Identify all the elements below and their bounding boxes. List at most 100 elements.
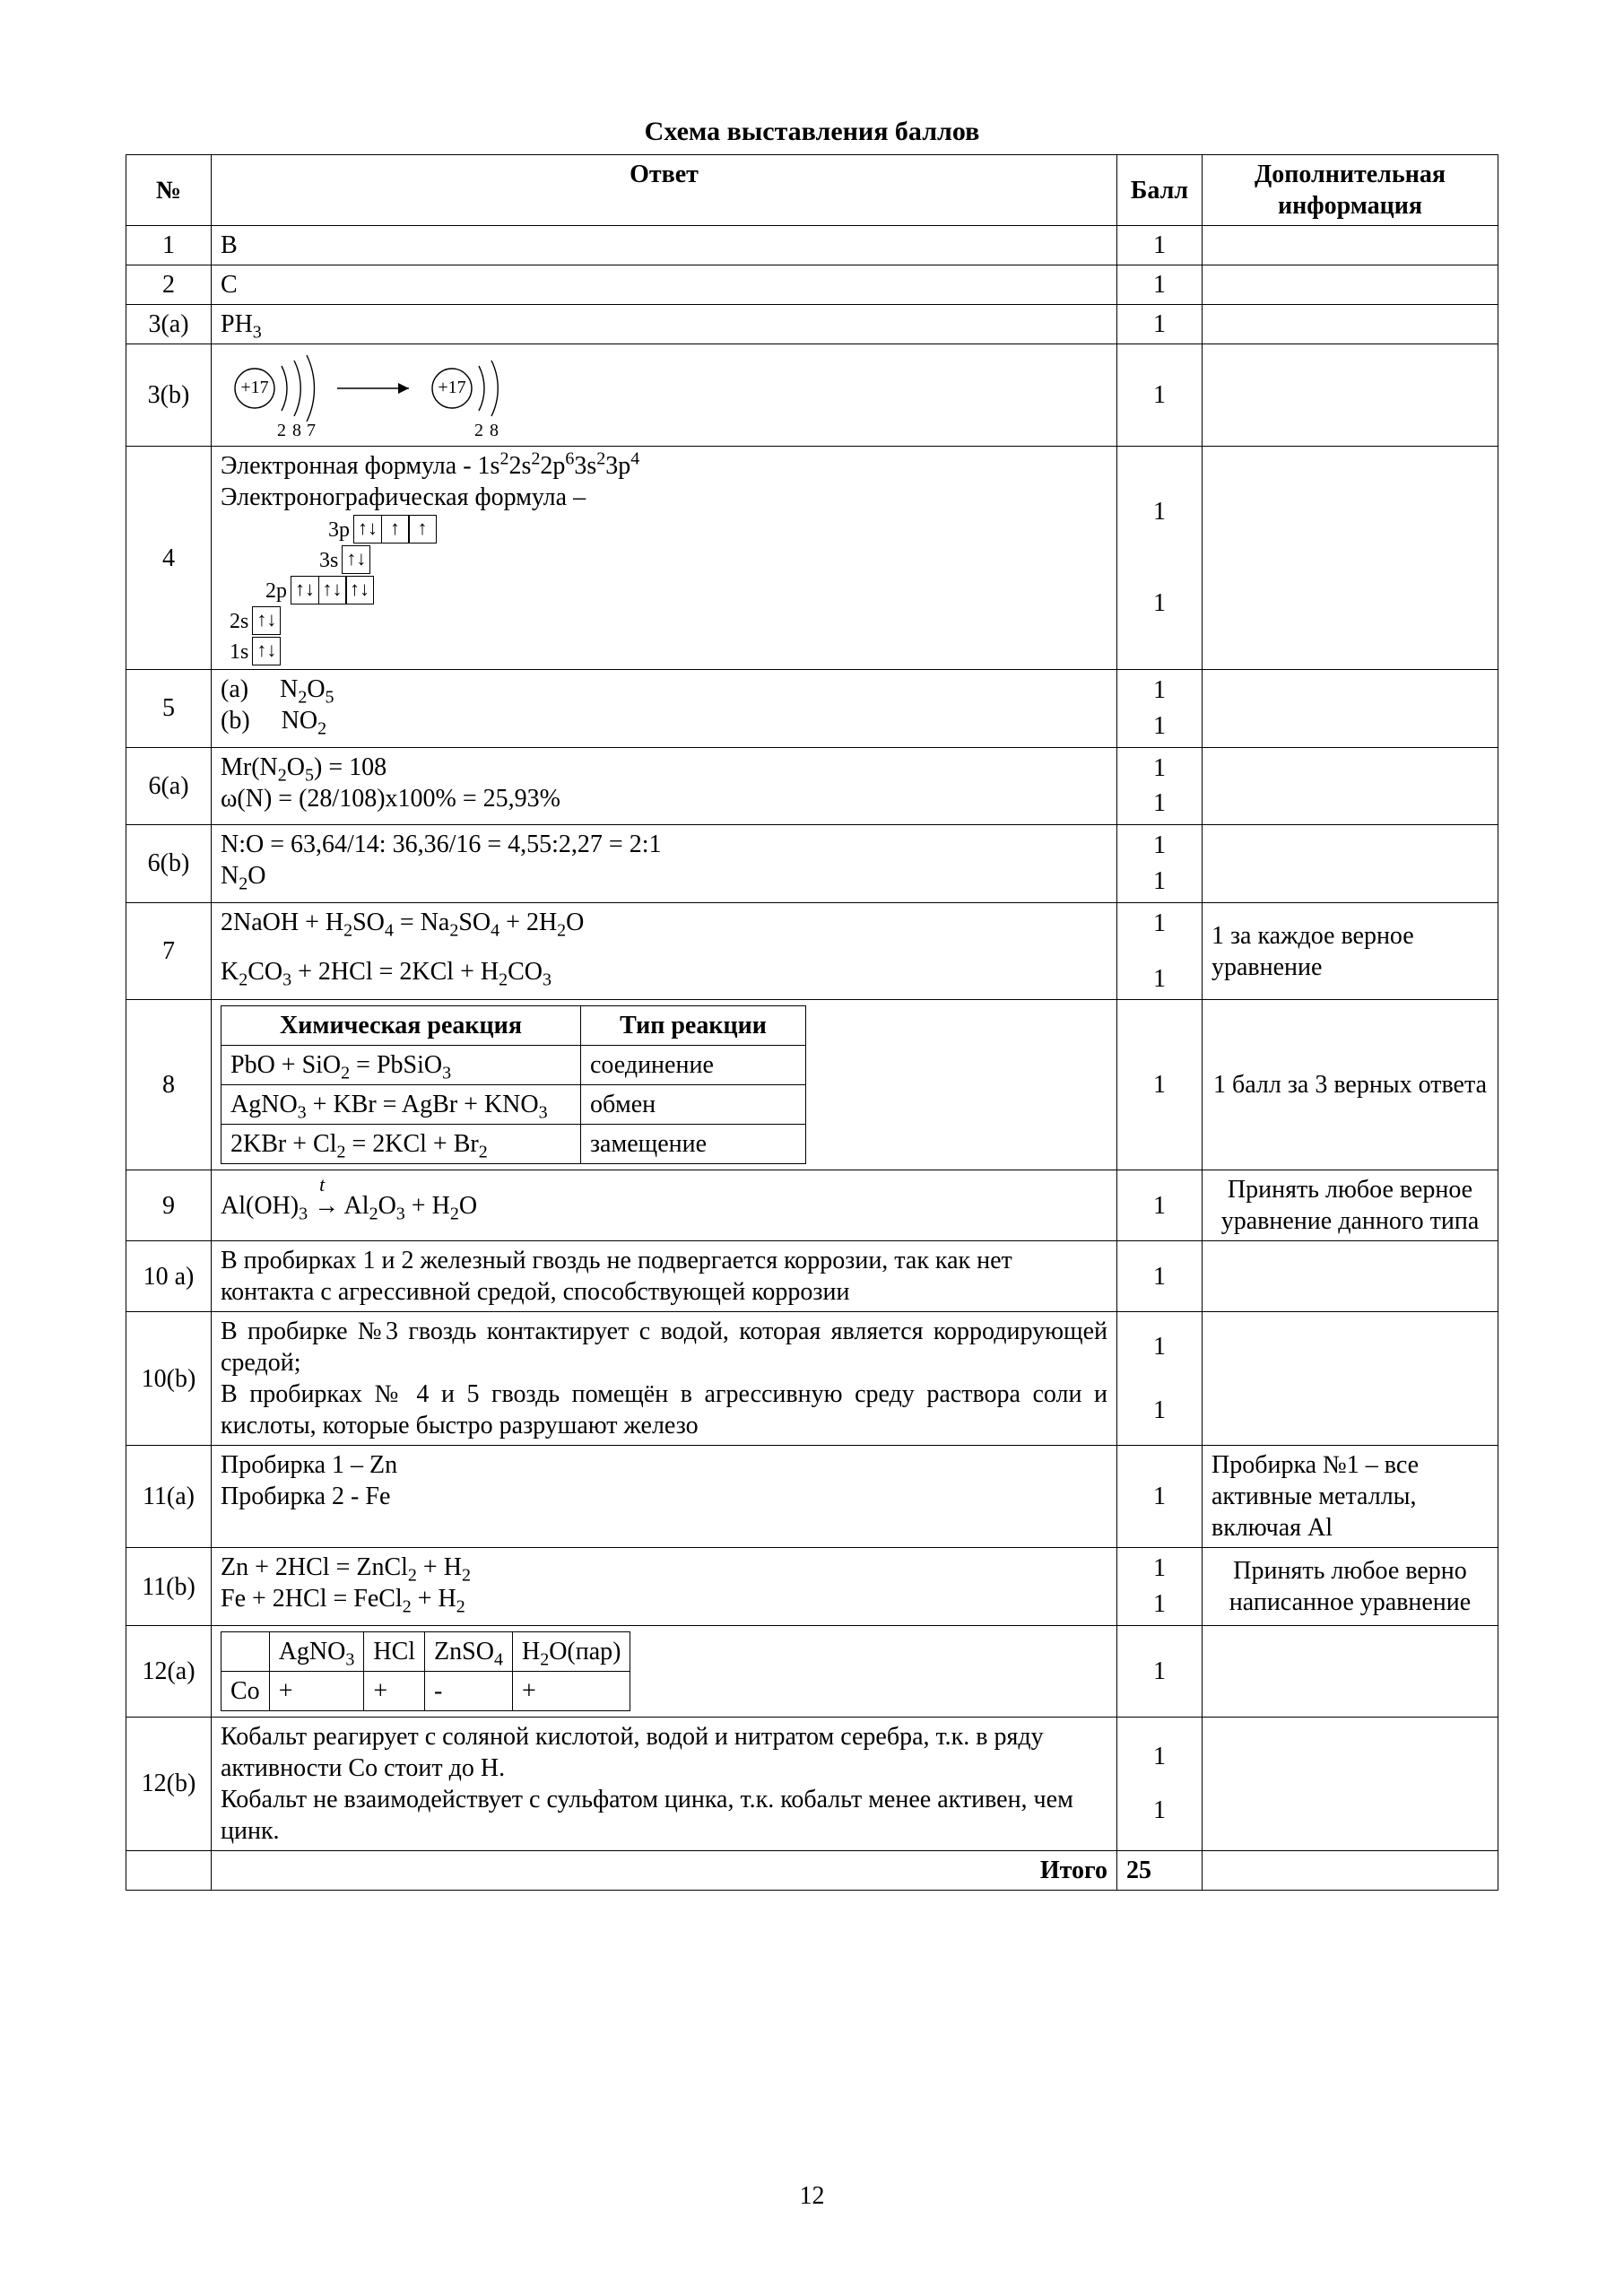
q-info: Пробирка №1 – все активные металлы, вклю…: [1203, 1446, 1498, 1548]
q-info: [1203, 344, 1498, 447]
header-answer: Ответ: [212, 155, 1117, 226]
svg-text:8: 8: [490, 421, 499, 440]
q-info: [1203, 447, 1498, 670]
q-answer: Zn + 2HCl = ZnCl2 + H2 Fe + 2HCl = FeCl2…: [212, 1548, 1117, 1626]
table-header-row: № Ответ Балл Дополнительная информация: [126, 155, 1498, 226]
table-row: 10(b) В пробирке №3 гвоздь контактирует …: [126, 1312, 1498, 1446]
q-points: 1: [1117, 1446, 1203, 1548]
q-info: [1203, 1625, 1498, 1717]
q-points: 1: [1117, 1170, 1203, 1241]
q-num: 7: [126, 902, 212, 1000]
header-num: №: [126, 155, 212, 226]
reactivity-table: AgNO3 HCl ZnSO4 H2O(пар) Co + + - +: [221, 1631, 630, 1711]
table-row: 11(a) Пробирка 1 – Zn Пробирка 2 - Fe 1 …: [126, 1446, 1498, 1548]
table-row: 10 а) В пробирках 1 и 2 железный гвоздь …: [126, 1241, 1498, 1312]
q-num: 1: [126, 226, 212, 265]
q-num: 11(a): [126, 1446, 212, 1548]
q-answer: Кобальт реагирует с соляной кислотой, во…: [212, 1717, 1117, 1850]
q-points: 1: [1117, 265, 1203, 305]
page-title: Схема выставления баллов: [126, 117, 1498, 147]
q-info: [1203, 1241, 1498, 1312]
q-num: 11(b): [126, 1548, 212, 1626]
q-points: 11: [1117, 747, 1203, 825]
reaction-table: Химическая реакцияТип реакции PbO + SiO2…: [221, 1005, 806, 1164]
q-answer: В: [212, 226, 1117, 265]
atom-diagram-icon: +17 +17 2 8 7 2 8: [221, 348, 597, 442]
q-info: Принять любое верное уравнение данного т…: [1203, 1170, 1498, 1241]
q-answer: Mr(N2O5) = 108 ω(N) = (28/108)x100% = 25…: [212, 747, 1117, 825]
q-num: 5: [126, 670, 212, 748]
q-answer: 2NaOH + H2SO4 = Na2SO4 + 2H2O K2CO3 + 2H…: [212, 902, 1117, 1000]
q-num: 3(a): [126, 305, 212, 344]
q-num: 9: [126, 1170, 212, 1241]
q-answer: Химическая реакцияТип реакции PbO + SiO2…: [212, 1000, 1117, 1170]
q-info: [1203, 747, 1498, 825]
orbital-diagram: 3p↑↓↑↑3s↑↓2p↑↓↑↓↑↓2s↑↓1s↑↓: [221, 515, 1107, 665]
svg-text:2: 2: [474, 421, 483, 440]
q-answer: AgNO3 HCl ZnSO4 H2O(пар) Co + + - +: [212, 1625, 1117, 1717]
q-points: 1: [1117, 1000, 1203, 1170]
q-info: [1203, 1717, 1498, 1850]
q-num: 8: [126, 1000, 212, 1170]
q-points: 11: [1117, 1717, 1203, 1850]
table-row: 4 Электронная формула - 1s22s22p63s23p4 …: [126, 447, 1498, 670]
table-row: 8 Химическая реакцияТип реакции PbO + Si…: [126, 1000, 1498, 1170]
q-answer: PH3: [212, 305, 1117, 344]
q-num: 10(b): [126, 1312, 212, 1446]
q-info: [1203, 670, 1498, 748]
q-info: [1203, 825, 1498, 903]
table-row: 5 (а) N2O5 (b) NO2 11: [126, 670, 1498, 748]
table-row: 7 2NaOH + H2SO4 = Na2SO4 + 2H2O K2CO3 + …: [126, 902, 1498, 1000]
q-answer: В пробирке №3 гвоздь контактирует с водо…: [212, 1312, 1117, 1446]
q-answer: Al(OH)3 t→ Al2O3 + H2O: [212, 1170, 1117, 1241]
total-value: 25: [1117, 1850, 1203, 1890]
table-row: 6(b) N:O = 63,64/14: 36,36/16 = 4,55:2,2…: [126, 825, 1498, 903]
q-points: 1: [1117, 305, 1203, 344]
q-num: 12(b): [126, 1717, 212, 1850]
q-points: 11: [1117, 1548, 1203, 1626]
q-info: [1203, 305, 1498, 344]
q-points: 11: [1117, 825, 1203, 903]
header-info: Дополнительная информация: [1203, 155, 1498, 226]
table-row: 6(a) Mr(N2O5) = 108 ω(N) = (28/108)x100%…: [126, 747, 1498, 825]
q-info: 1 за каждое верное уравнение: [1203, 902, 1498, 1000]
formula-text: Электронная формула - 1s22s22p63s23p4: [221, 450, 1107, 482]
q-info: [1203, 226, 1498, 265]
q-answer: Пробирка 1 – Zn Пробирка 2 - Fe: [212, 1446, 1117, 1548]
q-info: [1203, 1312, 1498, 1446]
q-points: 11: [1117, 902, 1203, 1000]
q-info: [1203, 265, 1498, 305]
q-answer: Электронная формула - 1s22s22p63s23p4 Эл…: [212, 447, 1117, 670]
q-num: 6(a): [126, 747, 212, 825]
q-info: Принять любое верно написанное уравнение: [1203, 1548, 1498, 1626]
table-row: 3(a) PH3 1: [126, 305, 1498, 344]
q-points: 1: [1117, 1241, 1203, 1312]
total-row: Итого 25: [126, 1850, 1498, 1890]
formula-text: Электронографическая формула –: [221, 482, 1107, 513]
table-row: 1 В 1: [126, 226, 1498, 265]
q-answer: (а) N2O5 (b) NO2: [212, 670, 1117, 748]
svg-text:+17: +17: [438, 378, 465, 397]
q-points: 11: [1117, 1312, 1203, 1446]
q-answer: N:O = 63,64/14: 36,36/16 = 4,55:2,27 = 2…: [212, 825, 1117, 903]
table-row: 9 Al(OH)3 t→ Al2O3 + H2O 1 Принять любое…: [126, 1170, 1498, 1241]
header-points: Балл: [1117, 155, 1203, 226]
q-num: 6(b): [126, 825, 212, 903]
page-number: 12: [0, 2182, 1624, 2211]
q-points: 1: [1117, 1625, 1203, 1717]
table-row: 12(b) Кобальт реагирует с соляной кислот…: [126, 1717, 1498, 1850]
grading-table: № Ответ Балл Дополнительная информация 1…: [126, 154, 1498, 1891]
q-num: 4: [126, 447, 212, 670]
table-row: 2 С 1: [126, 265, 1498, 305]
q-info: 1 балл за 3 верных ответа: [1203, 1000, 1498, 1170]
svg-text:+17: +17: [240, 378, 268, 397]
q-answer: +17 +17 2 8 7 2 8: [212, 344, 1117, 447]
q-num: 2: [126, 265, 212, 305]
q-points: 11: [1117, 670, 1203, 748]
document-page: Схема выставления баллов № Ответ Балл До…: [0, 0, 1624, 2296]
total-label: Итого: [212, 1850, 1117, 1890]
q-answer: С: [212, 265, 1117, 305]
table-row: 11(b) Zn + 2HCl = ZnCl2 + H2 Fe + 2HCl =…: [126, 1548, 1498, 1626]
table-row: 3(b) +17 +17 2: [126, 344, 1498, 447]
svg-text:2: 2: [277, 421, 286, 440]
